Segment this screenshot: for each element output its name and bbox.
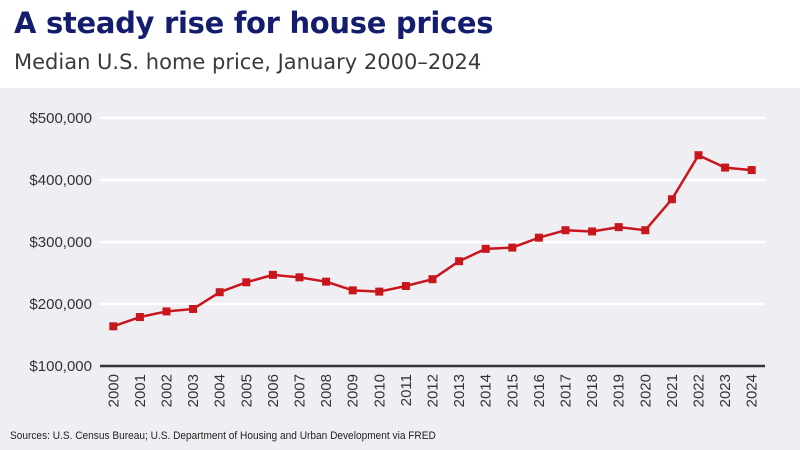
x-tick-label: 2020 (637, 374, 654, 407)
data-point (694, 151, 703, 160)
chart-title: A steady rise for house prices (14, 6, 494, 40)
data-point (322, 277, 331, 286)
x-tick-label: 2013 (451, 374, 468, 407)
data-point (348, 286, 357, 295)
x-tick-label: 2003 (185, 374, 202, 407)
x-tick-label: 2008 (318, 374, 335, 407)
data-point (588, 227, 597, 236)
data-point (401, 282, 410, 291)
x-tick-label: 2012 (425, 374, 442, 407)
data-point (614, 223, 623, 232)
data-point (189, 304, 198, 313)
chart-subtitle: Median U.S. home price, January 2000–202… (14, 50, 482, 74)
x-tick-label: 2014 (478, 374, 495, 407)
chart-panel (0, 88, 800, 450)
data-point (428, 275, 437, 284)
y-tick-label: $400,000 (29, 172, 92, 189)
data-point (162, 307, 171, 316)
x-tick-label: 2019 (611, 374, 628, 407)
data-point (242, 278, 251, 287)
x-tick-label: 2004 (212, 374, 229, 407)
x-tick-label: 2016 (531, 374, 548, 407)
data-point (375, 287, 384, 296)
data-point (295, 273, 304, 282)
x-tick-label: 2022 (691, 374, 708, 407)
data-point (508, 243, 517, 252)
y-tick-label: $500,000 (29, 110, 92, 127)
x-tick-label: 2015 (504, 374, 521, 407)
data-point (215, 288, 224, 297)
data-point (561, 226, 570, 235)
y-tick-label: $300,000 (29, 234, 92, 251)
data-point (109, 322, 118, 331)
data-point (135, 313, 144, 322)
x-tick-label: 2017 (558, 374, 575, 407)
x-tick-label: 2001 (132, 374, 149, 407)
source-note: Sources: U.S. Census Bureau; U.S. Depart… (10, 430, 436, 442)
data-point (481, 244, 490, 253)
x-tick-label: 2010 (371, 374, 388, 407)
x-tick-label: 2024 (744, 374, 761, 407)
data-point (721, 163, 730, 172)
x-tick-label: 2005 (238, 374, 255, 407)
x-tick-label: 2009 (345, 374, 362, 407)
data-point (641, 226, 650, 235)
x-tick-label: 2018 (584, 374, 601, 407)
data-point (534, 233, 543, 242)
x-tick-label: 2002 (159, 374, 176, 407)
data-point (455, 257, 464, 266)
x-tick-label: 2021 (664, 374, 681, 407)
x-tick-label: 2006 (265, 374, 282, 407)
x-tick-label: 2000 (105, 374, 122, 407)
data-point (747, 166, 756, 175)
data-point (268, 270, 277, 279)
y-tick-label: $100,000 (29, 358, 92, 375)
x-tick-label: 2011 (398, 374, 415, 406)
x-tick-label: 2007 (292, 374, 309, 407)
data-point (667, 195, 676, 204)
y-tick-label: $200,000 (29, 296, 92, 313)
x-tick-label: 2023 (717, 374, 734, 407)
